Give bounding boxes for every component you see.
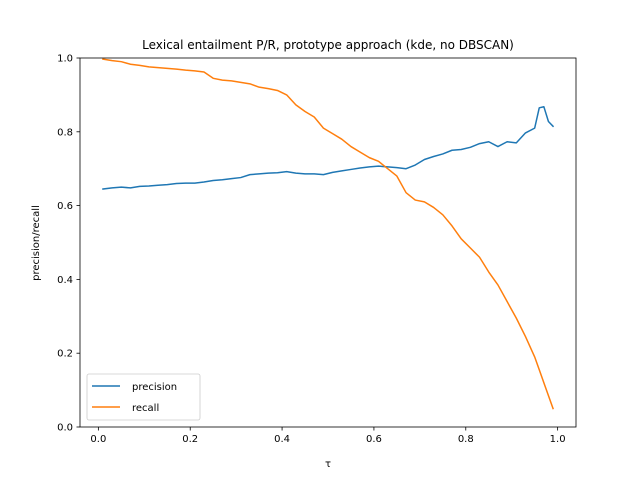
x-tick-label: 0.0 xyxy=(90,434,106,445)
x-tick-label: 0.6 xyxy=(366,434,382,445)
y-tick-label: 0.2 xyxy=(57,349,73,360)
series-line-precision xyxy=(102,105,555,190)
y-tick-label: 1.0 xyxy=(57,54,73,65)
y-tick-label: 0.0 xyxy=(57,423,73,434)
x-tick-label: 1.0 xyxy=(550,434,566,445)
plot-layer xyxy=(102,58,555,410)
series-line-recall xyxy=(102,58,554,410)
y-tick-label: 0.8 xyxy=(57,127,73,138)
axes-frame xyxy=(79,57,577,428)
legend-label-precision: precision xyxy=(132,382,177,393)
x-tick-label: 0.2 xyxy=(182,434,198,445)
x-axis-label: τ xyxy=(325,459,331,470)
chart-title: Lexical entailment P/R, prototype approa… xyxy=(142,38,514,52)
y-tick-label: 0.4 xyxy=(57,275,73,286)
legend-label-recall: recall xyxy=(132,403,159,414)
x-tick-label: 0.4 xyxy=(274,434,290,445)
x-tick-label: 0.8 xyxy=(458,434,474,445)
y-tick-label: 0.6 xyxy=(57,201,73,212)
axes-layer: 0.0 0.2 0.4 0.6 0.8 1.0 0.0 0.2 0.4 0.6 0.8 1.0 xyxy=(57,54,577,445)
y-axis-label: precision/recall xyxy=(31,205,42,281)
legend: precision recall xyxy=(86,373,201,421)
